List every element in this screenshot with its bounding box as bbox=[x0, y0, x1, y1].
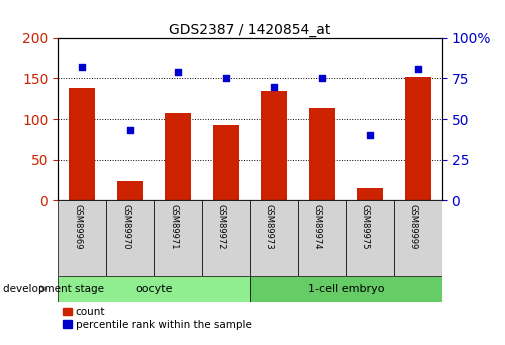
Bar bbox=[69, 88, 95, 200]
Bar bbox=[261, 91, 287, 200]
Bar bbox=[117, 181, 143, 200]
Bar bbox=[165, 112, 191, 200]
Title: GDS2387 / 1420854_at: GDS2387 / 1420854_at bbox=[169, 23, 331, 37]
Bar bbox=[357, 188, 383, 200]
Point bbox=[414, 66, 422, 71]
Text: GSM89971: GSM89971 bbox=[169, 204, 178, 249]
Point bbox=[366, 132, 374, 138]
Bar bbox=[58, 276, 250, 302]
Point bbox=[318, 76, 326, 81]
Text: oocyte: oocyte bbox=[135, 284, 173, 294]
Text: GSM89975: GSM89975 bbox=[361, 204, 370, 249]
Text: GSM89999: GSM89999 bbox=[409, 204, 418, 249]
Text: GSM89969: GSM89969 bbox=[73, 204, 82, 249]
Point bbox=[270, 84, 278, 89]
Bar bbox=[202, 200, 250, 276]
Text: 1-cell embryo: 1-cell embryo bbox=[308, 284, 384, 294]
Text: GSM89972: GSM89972 bbox=[217, 204, 226, 249]
Point bbox=[126, 128, 134, 133]
Point bbox=[222, 76, 230, 81]
Text: GSM89974: GSM89974 bbox=[313, 204, 322, 249]
Bar bbox=[298, 200, 346, 276]
Bar bbox=[250, 276, 442, 302]
Bar bbox=[213, 125, 239, 200]
Legend: count, percentile rank within the sample: count, percentile rank within the sample bbox=[63, 307, 251, 330]
Bar bbox=[309, 108, 335, 200]
Bar bbox=[346, 200, 394, 276]
Point bbox=[78, 65, 86, 70]
Bar bbox=[405, 77, 431, 200]
Text: development stage: development stage bbox=[3, 284, 104, 294]
Bar bbox=[394, 200, 442, 276]
Point bbox=[174, 69, 182, 75]
Text: GSM89973: GSM89973 bbox=[265, 204, 274, 249]
Text: GSM89970: GSM89970 bbox=[121, 204, 130, 249]
Bar bbox=[58, 200, 106, 276]
Bar bbox=[154, 200, 202, 276]
Bar bbox=[250, 200, 298, 276]
Bar bbox=[106, 200, 154, 276]
